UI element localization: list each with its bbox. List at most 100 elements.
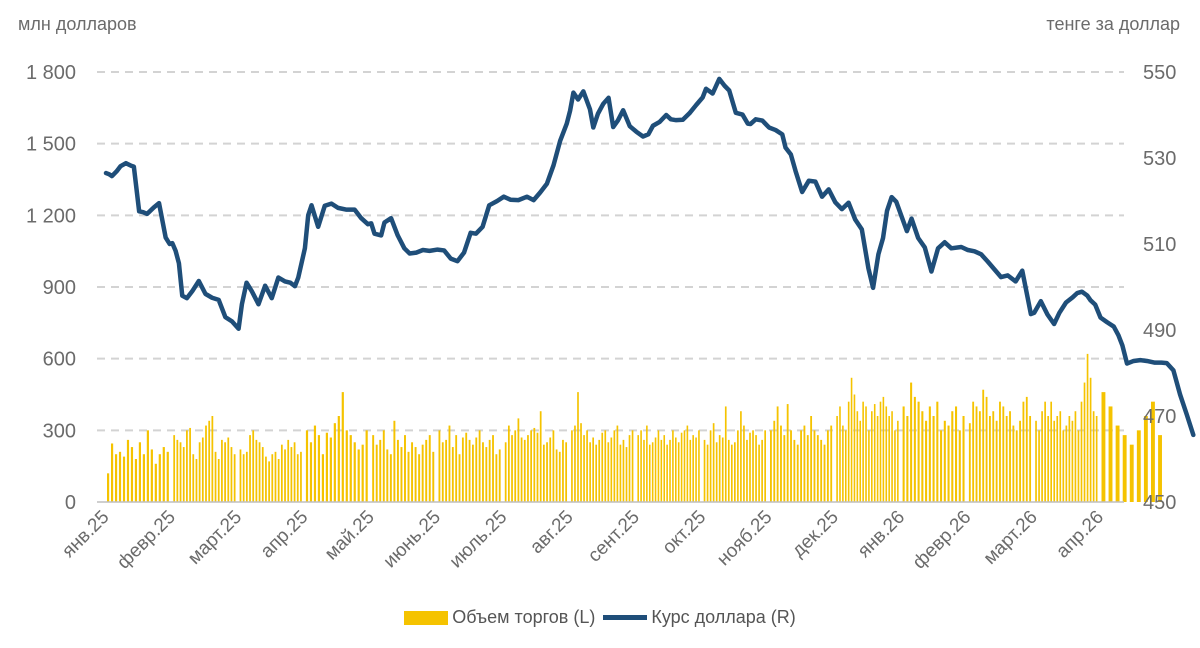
- volume-bar: [947, 425, 950, 502]
- volume-bar: [985, 396, 988, 502]
- volume-bar: [1071, 420, 1074, 502]
- volume-bar: [1022, 401, 1025, 502]
- volume-bar: [589, 442, 591, 502]
- volume-bar: [1083, 382, 1086, 502]
- volume-bar: [498, 449, 501, 502]
- volume-bar: [1089, 377, 1092, 502]
- volume-bar: [619, 444, 622, 502]
- volume-bar: [776, 406, 779, 502]
- volume-bar: [227, 437, 230, 502]
- volume-bar: [233, 454, 236, 502]
- volume-bar: [928, 406, 931, 502]
- volume-bar: [173, 435, 176, 502]
- volume-bar: [586, 430, 588, 502]
- volume-bar: [134, 459, 138, 502]
- x-tick-label: март.25: [184, 507, 246, 569]
- volume-bar: [558, 451, 561, 502]
- volume-bar: [176, 439, 179, 502]
- volume-bar: [793, 439, 796, 502]
- volume-bar: [951, 411, 954, 502]
- volume-bar: [192, 454, 195, 502]
- volume-bar: [598, 439, 601, 502]
- legend-label-volume: Объем торгов (L): [452, 607, 596, 627]
- volume-bar: [382, 430, 385, 502]
- volume-bar: [252, 430, 255, 502]
- x-tick-label: март.26: [980, 507, 1042, 569]
- volume-bar: [1035, 420, 1037, 502]
- volume-bar: [1053, 420, 1056, 502]
- volume-bar: [488, 439, 491, 502]
- volume-bar: [296, 454, 299, 502]
- volume-bar: [198, 442, 201, 502]
- legend-item-rate[interactable]: Курс доллара (R): [603, 607, 796, 628]
- x-tick-label: апр.26: [1052, 507, 1108, 563]
- volume-bar: [122, 456, 126, 502]
- x-tick-label: сент.25: [584, 507, 644, 567]
- volume-bar: [445, 439, 448, 502]
- volume-bar: [882, 396, 885, 502]
- volume-bar: [400, 447, 403, 502]
- volume-bar: [555, 449, 558, 502]
- volume-bar: [689, 439, 692, 502]
- volume-bar: [325, 432, 328, 502]
- volume-bar: [146, 430, 149, 502]
- volume-bar: [245, 451, 248, 502]
- volume-bar: [461, 437, 464, 502]
- volume-bar: [643, 439, 645, 502]
- volume-bar: [885, 406, 888, 502]
- volume-bar: [783, 435, 786, 502]
- volume-bar: [830, 425, 833, 502]
- right-tick-label: 550: [1143, 62, 1176, 84]
- volume-bar: [1047, 416, 1049, 502]
- volume-bar: [660, 439, 663, 502]
- volume-bar: [721, 437, 724, 502]
- x-tick-label: янв.26: [854, 507, 909, 562]
- volume-bar: [727, 439, 730, 502]
- volume-bar: [495, 454, 498, 502]
- volume-bar: [718, 435, 721, 502]
- legend-item-volume[interactable]: Объем торгов (L): [404, 607, 595, 628]
- volume-bar: [724, 406, 727, 502]
- volume-bar: [936, 401, 939, 502]
- volume-bar: [386, 449, 389, 502]
- volume-bar: [601, 432, 604, 502]
- volume-bar: [261, 447, 264, 502]
- volume-bar: [425, 439, 428, 502]
- volume-bar: [1002, 406, 1005, 502]
- volume-bar: [195, 459, 198, 502]
- volume-bar: [972, 401, 975, 502]
- volume-bar: [1143, 416, 1148, 502]
- volume-bar: [651, 442, 654, 502]
- volume-bar: [485, 447, 488, 502]
- volume-bar: [539, 411, 542, 502]
- volume-bar: [290, 447, 293, 502]
- volume-bar: [989, 416, 991, 502]
- x-tick-label: июль.25: [446, 507, 512, 573]
- volume-bar: [527, 435, 529, 502]
- volume-bar: [549, 437, 552, 502]
- volume-bar: [625, 447, 628, 502]
- volume-bar: [669, 439, 671, 502]
- volume-bar: [565, 442, 568, 502]
- volume-bar: [706, 444, 709, 502]
- legend-swatch-rate: [603, 615, 648, 620]
- left-tick-label: 900: [43, 277, 76, 299]
- volume-bar: [432, 451, 435, 502]
- volume-bar: [873, 404, 876, 502]
- volume-bar: [361, 444, 364, 502]
- volume-bar: [897, 420, 899, 502]
- volume-bar: [604, 430, 607, 502]
- left-tick-label: 600: [43, 349, 76, 371]
- left-axis-unit-label: млн долларов: [18, 14, 137, 34]
- volume-bar: [613, 430, 616, 502]
- volume-bar: [816, 435, 819, 502]
- volume-bar: [752, 430, 754, 502]
- volume-bar: [230, 447, 233, 502]
- volume-bar: [755, 435, 757, 502]
- volume-bar: [201, 437, 204, 502]
- volume-bar: [992, 411, 995, 502]
- volume-bar: [287, 439, 290, 502]
- volume-bar: [592, 437, 594, 502]
- volume-bar: [1005, 416, 1008, 502]
- volume-bar: [683, 430, 686, 502]
